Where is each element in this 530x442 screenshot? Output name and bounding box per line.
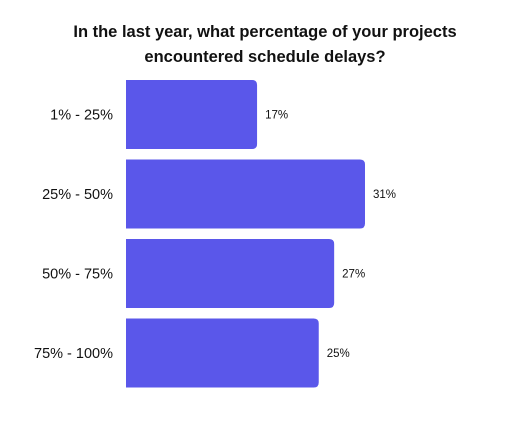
category-label: 50% - 75%: [42, 267, 113, 283]
bar-1-25: [126, 80, 258, 149]
value-label: 27%: [342, 269, 365, 281]
value-label: 25%: [327, 348, 350, 360]
value-label: 17%: [265, 110, 288, 122]
category-label: 1% - 25%: [50, 108, 113, 124]
bar-25-50: [126, 159, 365, 229]
chart-title-line-1: In the last year, what percentage of you…: [73, 23, 456, 41]
bar-75-100: [126, 318, 319, 388]
value-label: 31%: [373, 189, 396, 201]
bars-group: [126, 80, 365, 388]
category-labels: 1% - 25% 25% - 50% 50% - 75% 75% - 100%: [34, 108, 113, 363]
bar-50-75: [126, 239, 335, 308]
value-labels: 17% 31% 27% 25%: [265, 110, 396, 361]
category-label: 75% - 100%: [34, 346, 113, 362]
category-label: 25% - 50%: [42, 187, 113, 203]
chart-title-line-2: encountered schedule delays?: [144, 48, 385, 66]
